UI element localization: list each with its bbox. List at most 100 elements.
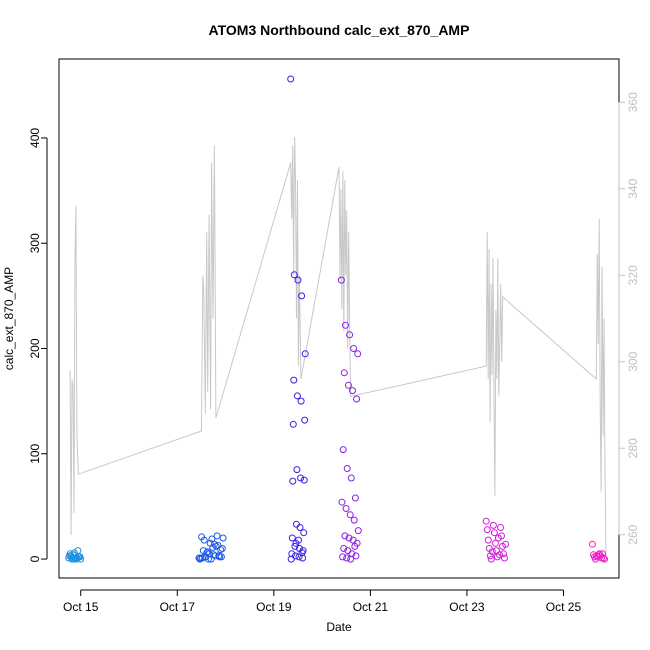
plot-area — [65, 75, 608, 563]
scatter-point — [349, 387, 356, 395]
scatter-point — [214, 541, 222, 549]
scatter-point — [295, 553, 303, 561]
scatter-point — [344, 381, 352, 389]
scatter-point — [492, 547, 500, 555]
scatter-point — [197, 554, 205, 562]
scatter-point — [601, 555, 608, 563]
scatter-point — [482, 517, 490, 525]
scatter-point — [496, 551, 503, 559]
scatter-point — [287, 555, 295, 563]
y2-tick-label: 260 — [626, 524, 640, 544]
scatter-point — [297, 397, 305, 405]
scatter-point — [488, 548, 496, 556]
scatter-point — [210, 551, 218, 559]
scatter-point — [487, 555, 495, 563]
series-line — [69, 136, 607, 561]
scatter-point — [346, 511, 354, 519]
scatter-point — [208, 535, 216, 543]
scatter-point — [299, 554, 307, 562]
y2-tick-label: 300 — [626, 351, 640, 371]
scatter-point — [339, 446, 347, 454]
scatter-point — [297, 474, 305, 482]
x-tick-label: Oct 15 — [63, 600, 99, 614]
x-tick-label: Oct 19 — [256, 600, 292, 614]
scatter-point — [346, 331, 354, 339]
y2-tick-label: 320 — [626, 265, 640, 285]
scatter-point — [215, 552, 223, 560]
scatter-point — [301, 350, 309, 358]
x-tick-label: Oct 23 — [449, 600, 485, 614]
scatter-point — [290, 271, 298, 279]
scatter-point — [497, 524, 504, 531]
scatter-point — [298, 549, 306, 557]
scatter-point — [68, 554, 75, 562]
scatter-point — [347, 474, 355, 482]
scatter-point — [354, 350, 362, 358]
scatter-point — [296, 524, 304, 531]
scatter-point — [595, 551, 602, 559]
scatter-point — [342, 505, 350, 512]
scatter-point — [213, 532, 221, 540]
scatter-point — [203, 549, 211, 557]
scatter-point — [295, 536, 302, 544]
scatter-point — [340, 369, 348, 377]
scatter-point — [73, 555, 80, 563]
y-tick-label: 0 — [28, 555, 42, 562]
scatter-point — [291, 542, 299, 550]
scatter-point — [483, 526, 491, 534]
scatter-point — [501, 554, 508, 562]
x-axis-title: Date — [326, 620, 352, 634]
scatter-point — [300, 529, 308, 537]
x-tick-label: Oct 25 — [546, 600, 582, 614]
scatter-point — [216, 553, 224, 561]
scatter-point — [337, 276, 345, 284]
scatter-point — [354, 527, 362, 535]
scatter-point — [491, 539, 499, 547]
scatter-point — [199, 547, 207, 555]
scatter-point — [340, 545, 348, 552]
scatter-point — [494, 534, 502, 542]
scatter-point — [288, 550, 296, 558]
scatter-point — [202, 553, 210, 561]
scatter-point — [486, 552, 494, 560]
scatter-point — [65, 552, 73, 560]
scatter-point — [350, 516, 358, 524]
scatter-point — [489, 521, 497, 529]
plot-frame — [58, 58, 620, 579]
scatter-point — [345, 534, 353, 542]
x-tick-label: Oct 17 — [160, 600, 196, 614]
scatter-point — [293, 466, 301, 474]
scatter-point — [289, 420, 297, 428]
scatter-point — [347, 555, 355, 563]
scatter-point — [342, 321, 349, 329]
scatter-point — [219, 534, 227, 542]
scatter-point — [490, 529, 498, 537]
scatter-point — [343, 465, 351, 472]
scatter-point — [493, 553, 501, 561]
scatter-point — [293, 392, 301, 400]
x-tick-label: Oct 21 — [353, 600, 389, 614]
scatter-point — [500, 550, 507, 558]
y-tick-label: 300 — [28, 233, 42, 253]
scatter-point — [196, 555, 204, 563]
scatter-point — [290, 376, 298, 384]
y-tick-label: 200 — [28, 338, 42, 358]
scatter-point — [288, 534, 296, 542]
y-axis-title: calc_ext_870_AMP — [2, 267, 16, 370]
y2-tick-label: 340 — [626, 178, 640, 198]
scatter-point — [287, 75, 295, 83]
scatter-point — [351, 494, 359, 502]
scatter-point — [350, 345, 358, 352]
scatter-point — [484, 536, 492, 544]
scatter-point — [343, 554, 351, 562]
axes: 0 100 200 300 400 Oct 15 Oct 17 Oct 19 Oct 21 Oct… — [2, 22, 640, 634]
scatter-point — [301, 416, 309, 424]
chart-title: ATOM3 Northbound calc_ext_870_AMP — [209, 22, 470, 38]
y-tick-label: 100 — [28, 443, 42, 463]
scatter-point — [351, 542, 359, 550]
y2-tick-label: 280 — [626, 438, 640, 458]
scatter-point — [352, 552, 360, 560]
scatter-point — [292, 520, 300, 528]
scatter-point — [294, 276, 302, 284]
